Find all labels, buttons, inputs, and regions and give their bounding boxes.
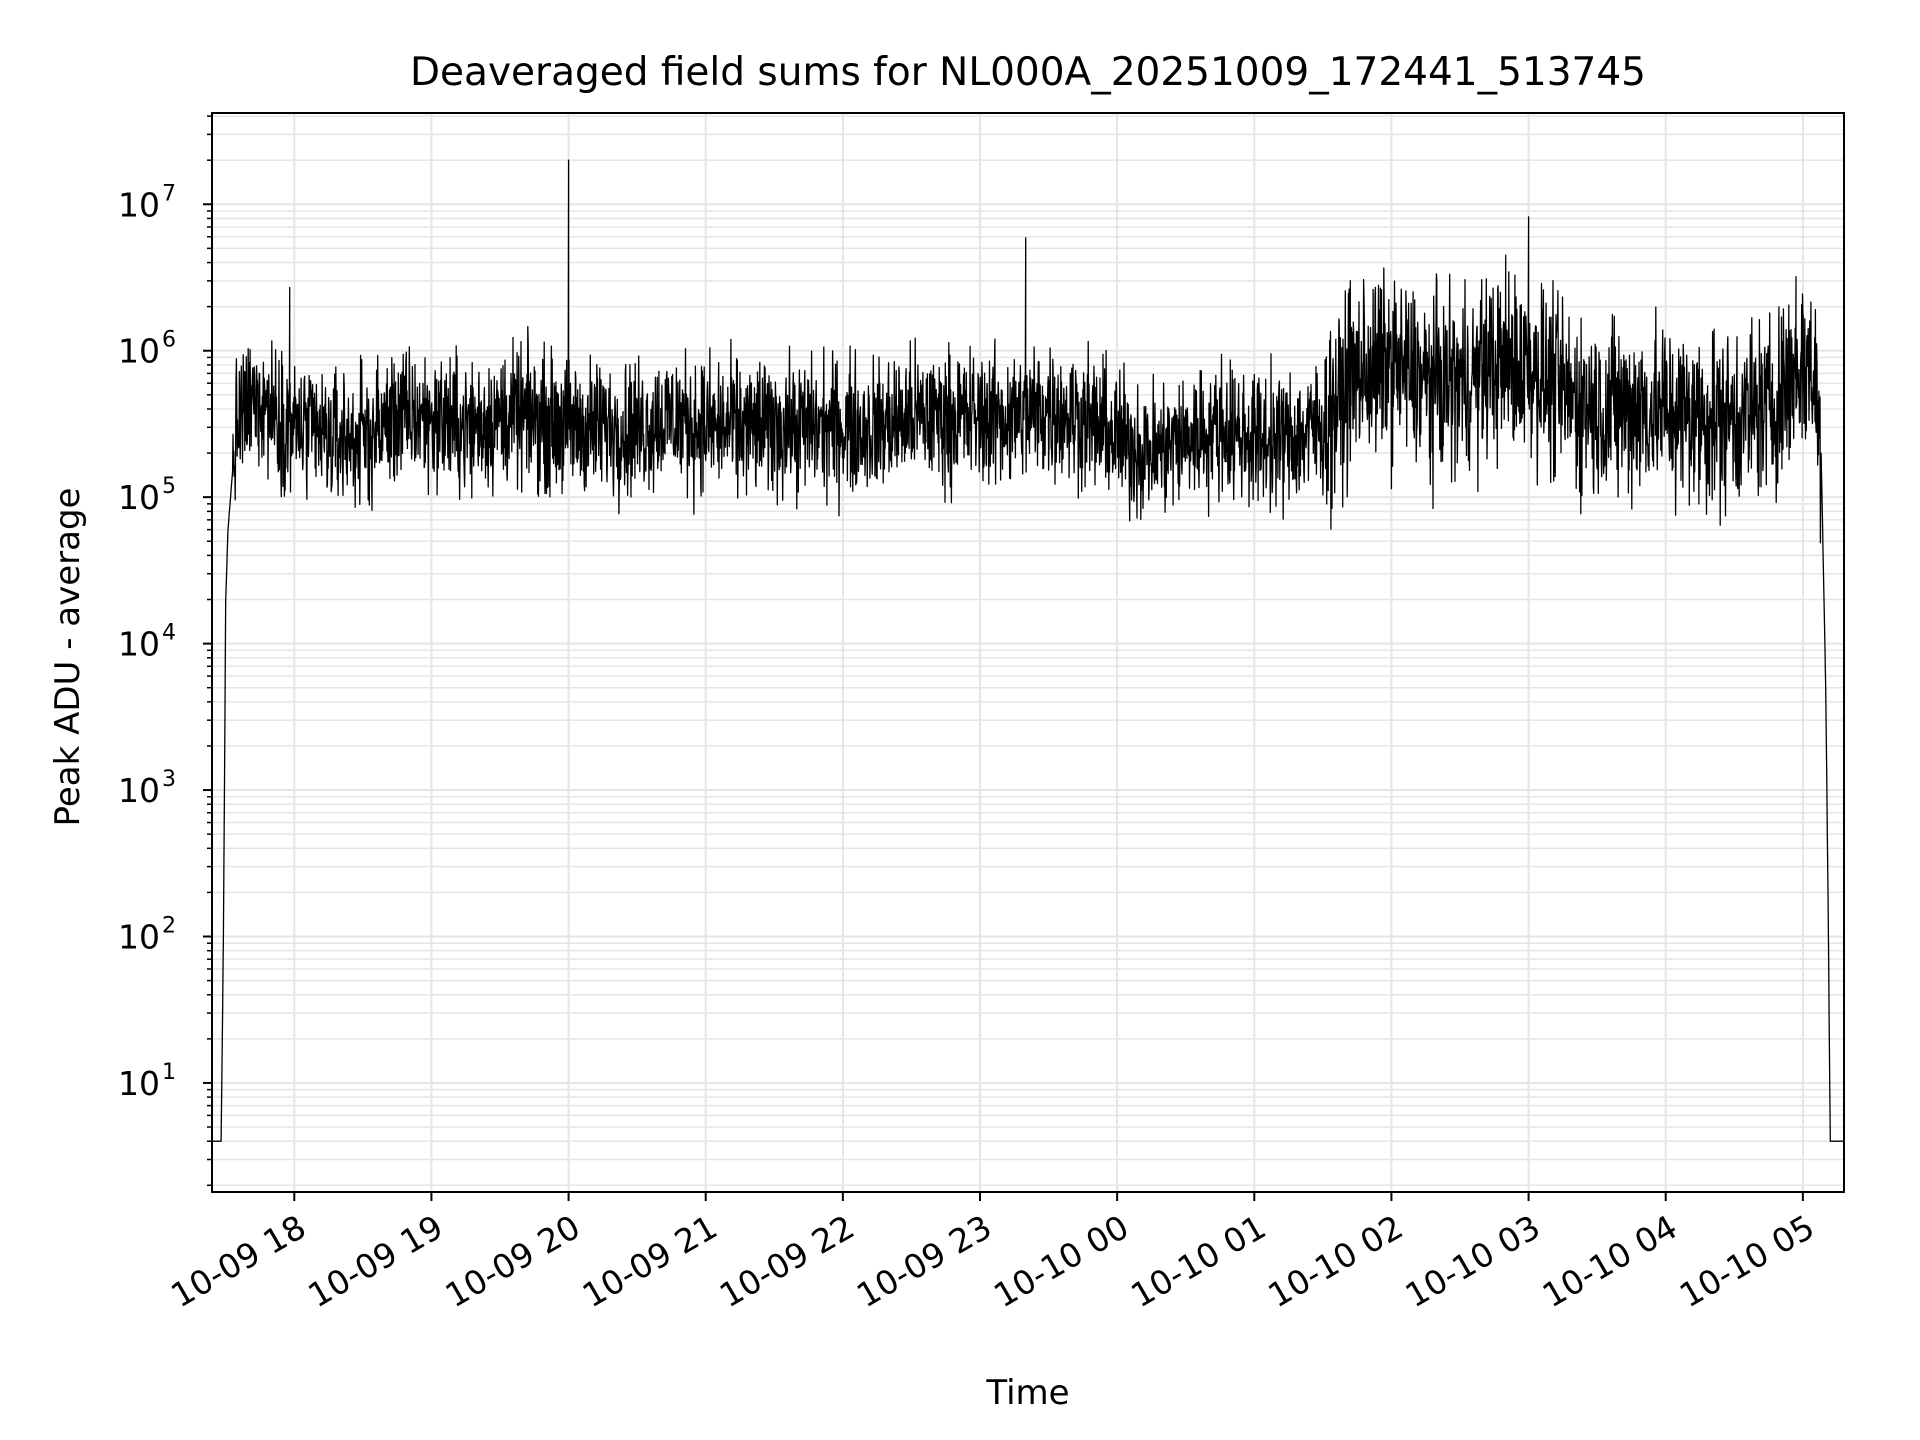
y-tick-label-exponent: 2 [162,913,176,938]
y-tick-label: 10 [118,478,160,517]
x-axis-label: Time [985,1373,1069,1413]
y-tick-label: 10 [118,1064,160,1103]
y-axis-label: Peak ADU - average [48,488,88,827]
y-tick-label: 10 [118,625,160,664]
chart-title: Deaveraged field sums for NL000A_2025100… [410,50,1646,95]
series-line [211,159,1845,1142]
y-tick-label-exponent: 5 [162,474,176,499]
y-tick-label-exponent: 1 [162,1060,176,1085]
y-tick-label: 10 [118,917,160,956]
y-tick-label-exponent: 4 [162,621,176,646]
major-gridlines [212,113,1844,1192]
y-tick-label-exponent: 7 [162,181,176,206]
y-tick-label-exponent: 6 [162,328,176,353]
plot-area-frame [211,112,1845,1193]
y-tick-label-exponent: 3 [162,767,176,792]
y-tick-label: 10 [118,771,160,810]
y-tick-label: 10 [118,185,160,224]
y-tick-label: 10 [118,332,160,371]
